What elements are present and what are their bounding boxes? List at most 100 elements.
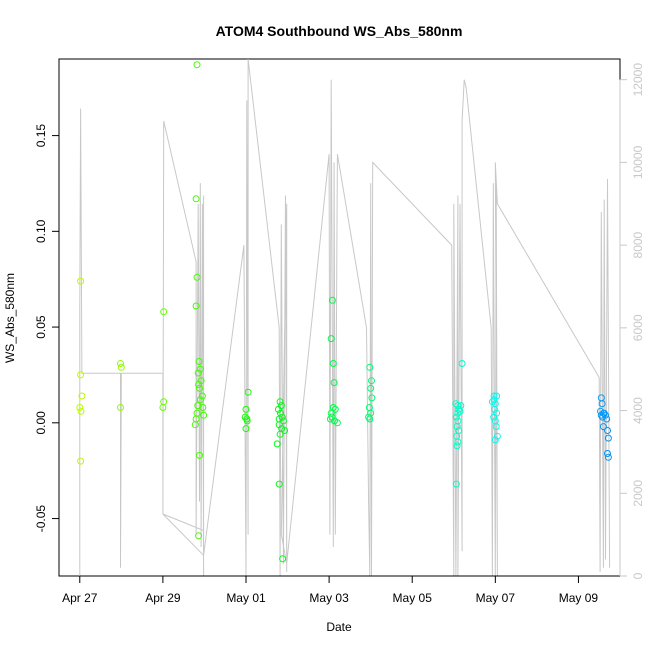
data-point (192, 302, 200, 310)
data-point (196, 365, 204, 373)
data-point (281, 427, 289, 434)
data-point (192, 195, 200, 203)
y2-tick-label: 0 (631, 572, 645, 579)
y2-tick-label: 6000 (631, 314, 645, 341)
data-point (368, 377, 375, 385)
data-point (242, 405, 250, 413)
data-point (329, 360, 337, 367)
y2-tick-label: 4000 (631, 397, 645, 424)
data-point (77, 277, 85, 285)
data-point (78, 392, 86, 400)
data-point (493, 392, 501, 400)
x-tick-label: Apr 27 (62, 591, 98, 605)
data-point (195, 381, 203, 388)
x-tick-label: May 07 (476, 591, 516, 605)
data-point (454, 438, 462, 446)
data-point (457, 402, 465, 410)
x-tick-label: May 03 (309, 591, 349, 605)
data-point (493, 432, 501, 440)
x-tick-label: May 01 (226, 591, 266, 605)
data-point (604, 427, 611, 434)
data-point (455, 405, 463, 413)
y-axis: -0.05 0.00 0.05 0.10 0.15 (34, 124, 60, 533)
data-point (452, 480, 460, 488)
data-point (76, 404, 84, 411)
data-point (77, 371, 85, 379)
data-point (275, 480, 283, 488)
data-point (458, 360, 466, 367)
data-point (159, 404, 167, 411)
data-point (244, 388, 252, 396)
data-point (490, 413, 498, 421)
data-point (195, 358, 203, 365)
data-point (333, 419, 341, 427)
data-point (453, 423, 461, 431)
data-point (598, 400, 606, 408)
data-point (367, 384, 375, 392)
data-point (273, 440, 281, 448)
y-axis-label: WS_Abs_580nm (3, 273, 17, 363)
y2-tick-label: 10000 (631, 145, 645, 179)
x-axis: Apr 27 Apr 29 May 01 May 03 May 05 May 07 May … (62, 575, 599, 605)
data-point (368, 394, 376, 402)
data-point (196, 384, 203, 392)
data-point (77, 457, 85, 465)
data-point (77, 407, 85, 415)
data-point (604, 453, 612, 461)
data-point (597, 411, 605, 419)
data-point (602, 411, 609, 419)
data-point (117, 404, 124, 411)
data-point (194, 369, 202, 377)
y-tick-label: 0.00 (34, 411, 48, 435)
data-point (603, 415, 611, 423)
data-point (453, 442, 461, 450)
y2-axis: 0 2000 4000 6000 8000 10000 12000 (619, 63, 645, 579)
data-point (200, 411, 208, 419)
data-point (198, 392, 206, 400)
data-point (491, 405, 498, 413)
x-tick-label: May 05 (393, 591, 433, 605)
data-point (193, 61, 201, 69)
data-point (490, 392, 498, 400)
data-point (492, 423, 500, 431)
data-point (454, 409, 462, 417)
data-point (327, 335, 335, 343)
data-point (276, 430, 284, 438)
data-point (276, 398, 284, 406)
data-point (274, 405, 282, 413)
y2-tick-label: 12000 (631, 63, 645, 97)
data-point (243, 417, 251, 425)
data-point (191, 421, 199, 429)
data-point (452, 413, 460, 421)
y2-tick-label: 8000 (631, 231, 645, 258)
data-point (196, 451, 203, 459)
data-point (199, 404, 207, 411)
data-point (366, 363, 374, 371)
data-point (330, 379, 338, 387)
x-tick-label: May 09 (559, 591, 599, 605)
y-tick-label: 0.05 (34, 315, 48, 339)
data-point (326, 415, 334, 423)
data-point (599, 423, 607, 431)
chart-title: ATOM4 Southbound WS_Abs_580nm (216, 23, 463, 39)
y-tick-label: 0.15 (34, 124, 48, 148)
data-point (160, 398, 168, 406)
data-point (331, 405, 339, 413)
data-point (117, 363, 125, 371)
data-point (365, 413, 373, 421)
data-point (604, 450, 611, 457)
data-points (76, 61, 612, 563)
y-tick-label: -0.05 (34, 505, 48, 533)
data-point (242, 425, 250, 433)
plot-area-frame (58, 58, 621, 577)
data-point (196, 396, 204, 404)
x-tick-label: Apr 29 (145, 591, 181, 605)
secondary-trace (79, 58, 611, 577)
y-tick-label: 0.10 (34, 219, 48, 243)
data-point (604, 434, 612, 442)
data-point (279, 417, 287, 425)
x-axis-label: Date (326, 620, 352, 634)
data-point (279, 555, 287, 563)
data-point (328, 296, 336, 304)
